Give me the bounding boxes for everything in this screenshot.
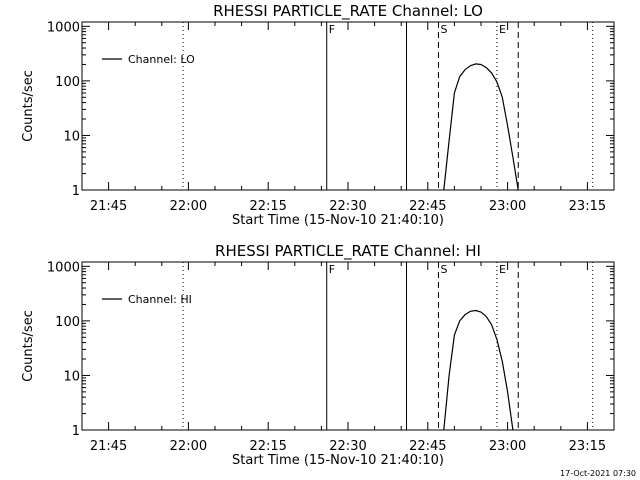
x-tick-label-4: 22:30	[329, 199, 366, 214]
x-axis-label: Start Time (15-Nov-10 21:40:10)	[232, 453, 444, 468]
y-tick-label-2: 10	[63, 129, 80, 144]
event-label-e: E	[499, 23, 506, 36]
event-label-e: E	[499, 263, 506, 276]
x-tick-label-2: 22:00	[170, 199, 207, 214]
series-line-1	[443, 63, 519, 191]
chart-panel-2: RHESSI PARTICLE_RATE Channel: HI F S E 21:45…	[21, 242, 615, 468]
legend-label: Channel: HI	[128, 293, 192, 306]
x-tick-label-6: 23:00	[489, 439, 526, 454]
y-tick-label-3: 100	[55, 315, 80, 330]
x-tick-label-6: 23:00	[489, 199, 526, 214]
event-label-s: S	[440, 23, 447, 36]
y-tick-label-4: 1000	[47, 20, 80, 35]
y-tick-label-3: 100	[55, 75, 80, 90]
event-label-f: F	[329, 23, 335, 36]
x-tick-label-5: 22:45	[409, 439, 446, 454]
chart-title: RHESSI PARTICLE_RATE Channel: LO	[213, 2, 483, 21]
footer-timestamp: 17-Oct-2021 07:30	[560, 469, 636, 478]
x-tick-label-5: 22:45	[409, 199, 446, 214]
event-label-f: F	[329, 263, 335, 276]
x-tick-label-7: 23:15	[569, 439, 606, 454]
y-tick-label-2: 10	[63, 369, 80, 384]
x-axis-label: Start Time (15-Nov-10 21:40:10)	[232, 213, 444, 228]
x-tick-label-2: 22:00	[170, 439, 207, 454]
x-tick-label-3: 22:15	[249, 199, 286, 214]
x-tick-label-7: 23:15	[569, 199, 606, 214]
y-axis-label: Counts/sec	[21, 70, 36, 142]
y-tick-label-1: 1	[72, 424, 80, 439]
x-tick-label-1: 21:45	[90, 199, 127, 214]
event-label-s: S	[440, 263, 447, 276]
y-tick-label-1: 1	[72, 184, 80, 199]
x-tick-label-1: 21:45	[90, 439, 127, 454]
y-axis-label: Counts/sec	[21, 310, 36, 382]
y-tick-label-4: 1000	[47, 260, 80, 275]
x-tick-label-4: 22:30	[329, 439, 366, 454]
chart-title: RHESSI PARTICLE_RATE Channel: HI	[215, 242, 481, 261]
chart-panel-1: RHESSI PARTICLE_RATE Channel: LO F S E 21:45…	[21, 2, 615, 228]
legend-label: Channel: LO	[128, 53, 195, 66]
x-tick-label-3: 22:15	[249, 439, 286, 454]
series-line-1	[443, 309, 514, 431]
